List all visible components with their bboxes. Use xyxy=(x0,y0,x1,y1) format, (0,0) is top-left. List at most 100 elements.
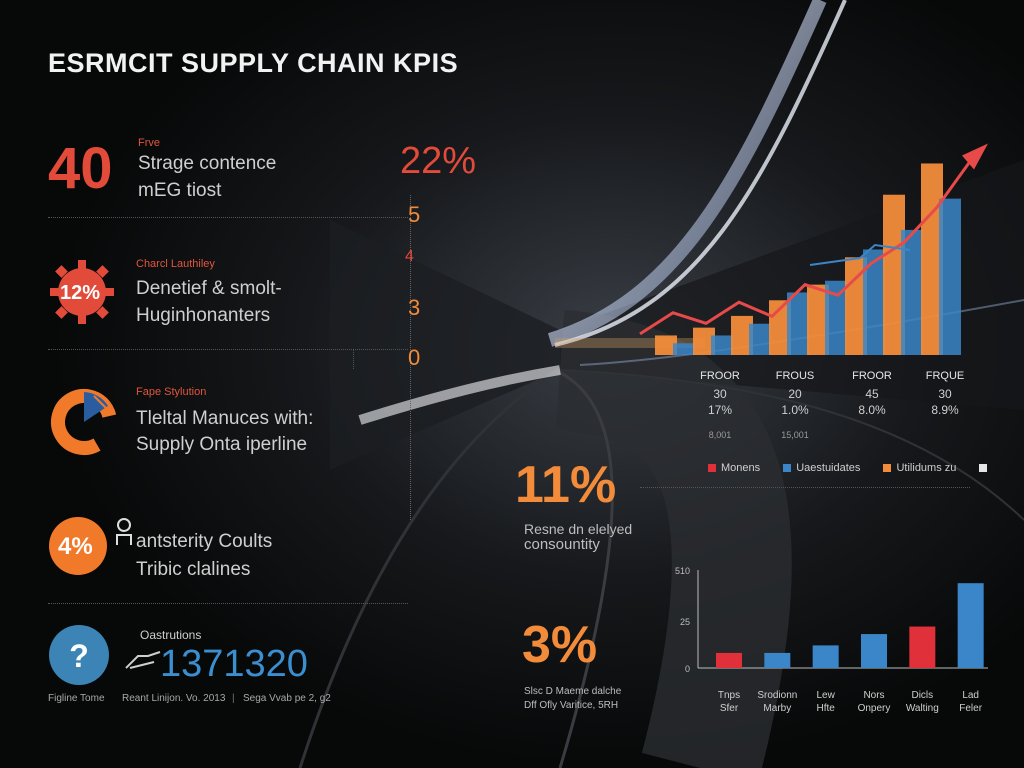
bar-4-series-1 xyxy=(825,280,847,355)
column-number: 3 xyxy=(408,295,421,320)
table-cell: 20 xyxy=(788,387,802,401)
kpi-line1: Tleltal Manuces with: xyxy=(136,408,314,429)
table-small-cell: 15,001 xyxy=(781,430,809,440)
bar-2 xyxy=(812,645,839,668)
kpi-value: 4% xyxy=(58,533,93,560)
legend-swatch xyxy=(708,464,716,473)
dotted-divider xyxy=(640,487,970,488)
legend-swatch xyxy=(979,464,988,473)
table-header: FROUS xyxy=(775,370,815,382)
x-tick-label: Srodionn xyxy=(757,690,797,701)
y-tick-label: 0 xyxy=(685,664,690,674)
column-number: 4 xyxy=(405,248,414,265)
bar-5-series-1 xyxy=(863,249,885,355)
legend-swatch xyxy=(883,464,892,473)
gear-badge-icon xyxy=(50,260,114,324)
bar-7-series-1 xyxy=(939,198,961,355)
kpi-tag: Fape Stylution xyxy=(136,386,207,398)
x-tick-label: Walting xyxy=(906,703,939,714)
column-value: 22% xyxy=(400,140,477,182)
x-tick-label: Nors xyxy=(863,690,884,701)
x-tick-label: Lew xyxy=(816,690,835,701)
category-bar-chart: 0 25 510 Tnps Sfer Srodionn Marby Lew Hfte Nors On… xyxy=(675,566,988,714)
bar-0-series-0 xyxy=(655,335,677,355)
bar-4-series-0 xyxy=(807,284,829,355)
kpi-line1: Denetief & smolt- xyxy=(136,278,282,299)
x-tick-label: Marby xyxy=(763,703,791,714)
mid-kpi-value: 11% xyxy=(515,456,617,514)
bar-3 xyxy=(861,634,887,668)
bar-7-series-0 xyxy=(921,163,943,355)
kpi-manuals: Fape Stylution Tleltal Manuces with: Sup… xyxy=(48,382,408,472)
trend-line xyxy=(639,160,972,336)
legend-item: Monens xyxy=(708,462,760,474)
bar-6-series-1 xyxy=(901,229,923,355)
person-icon xyxy=(116,518,132,545)
table-cell: 1.0% xyxy=(781,403,809,417)
kpi-value: 12% xyxy=(60,282,101,304)
orange-circle-badge xyxy=(49,517,107,575)
bottom-kpi-value: 1371320 xyxy=(160,643,308,685)
secondary-line xyxy=(809,243,911,266)
x-tick-label: Dicls xyxy=(911,690,933,701)
chart-legend: Monens Uaestuidates Utilidums zu xyxy=(708,462,992,474)
svg-text:?: ? xyxy=(69,638,89,674)
divider xyxy=(48,349,408,350)
percent-column: 22% 5 4 3 0 xyxy=(400,140,480,520)
kpi-value: 40 xyxy=(48,136,113,201)
x-tick-label: Hfte xyxy=(816,703,835,714)
kpi-line2: Huginhonanters xyxy=(136,305,271,326)
question-icon: ? xyxy=(49,625,109,685)
kpi-tag: Frve xyxy=(138,137,160,149)
bar-1 xyxy=(764,652,791,668)
kpi-line1: antsterity Coults xyxy=(136,531,273,552)
legend-item: Utilidums zu xyxy=(883,462,956,474)
mid-kpi-caption: Resne dn elelyed xyxy=(524,521,633,537)
bar-0-series-1 xyxy=(673,343,695,355)
x-tick-label: Onpery xyxy=(858,703,891,714)
x-tick-label: Lad xyxy=(962,690,979,701)
page-title: ESRMCIT SUPPLY CHAIN KPIS xyxy=(48,48,459,78)
legend-item: Uaestuidates xyxy=(783,462,860,474)
footer-right: Sega Vvab pe 2, g2 xyxy=(243,693,331,704)
bar-2-series-0 xyxy=(731,315,753,355)
bar-2-series-1 xyxy=(749,323,771,355)
table-header: FROOR xyxy=(852,370,892,382)
mid-kpi-value: 3% xyxy=(522,616,598,674)
footer-middle: Reant Linijon. Vo. 2013 xyxy=(122,693,226,704)
y-tick-label: 25 xyxy=(680,617,690,627)
bar-4 xyxy=(909,626,936,668)
footer-left: Figline Tome xyxy=(48,693,105,704)
bar-3-series-1 xyxy=(787,292,809,355)
kpi-storage: 40 Frve Strage contence mEG tiost xyxy=(48,135,408,225)
donut-gauge-icon xyxy=(51,389,117,455)
bar-6-series-0 xyxy=(883,194,905,355)
mid-kpi-caption: consountity xyxy=(524,536,600,553)
legend-swatch xyxy=(783,464,792,473)
divider xyxy=(48,217,408,218)
mid-kpi-caption: Slsc D Maeme dalche xyxy=(524,686,622,697)
table-cell: 30 xyxy=(938,387,952,401)
column-number: 5 xyxy=(408,202,421,227)
kpi-line1: Strage contence xyxy=(138,153,277,174)
divider-tick xyxy=(353,349,354,369)
table-cell: 30 xyxy=(713,387,727,401)
table-cell: 8.0% xyxy=(858,403,886,417)
legend-label: Uaestuidates xyxy=(796,462,861,474)
hand-icon xyxy=(125,651,161,669)
table-cell: 17% xyxy=(707,403,733,417)
kpi-density: 12% Charcl Lauthiley Denetief & smolt- H… xyxy=(48,258,408,348)
bar-0 xyxy=(716,652,742,668)
table-cell: 8.9% xyxy=(931,403,959,417)
mid-kpi-caption: Dff Ofly Varitice, 5RH xyxy=(524,700,619,711)
trend-arrow-icon xyxy=(962,143,988,170)
bar-1-series-1 xyxy=(711,335,733,355)
bar-5 xyxy=(957,583,984,668)
kpi-line2: mEG tiost xyxy=(138,180,222,201)
kpi-tag: Charcl Lauthiley xyxy=(136,258,215,270)
kpi-utility: 4% antsterity Coults Tribic clalines xyxy=(48,513,408,603)
table-small-cell: 8,001 xyxy=(708,430,732,440)
footer-sep: | xyxy=(232,693,235,704)
table-header: FROOR xyxy=(700,370,740,382)
legend-label: Utilidums zu xyxy=(896,462,957,474)
